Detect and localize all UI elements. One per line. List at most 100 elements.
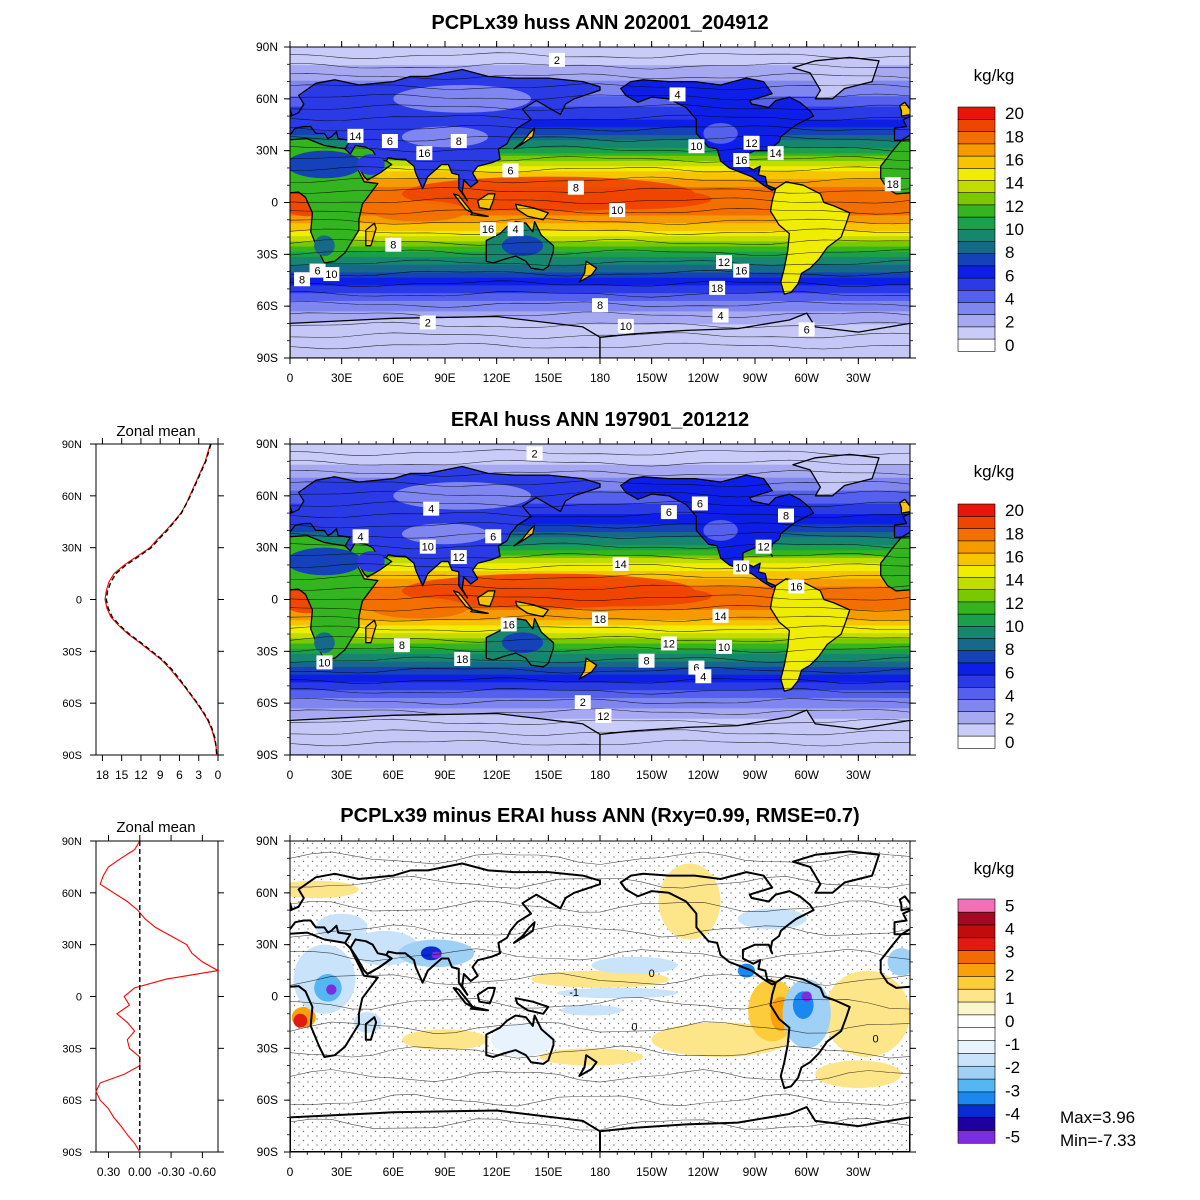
humidity-band [290,568,910,572]
zonal-obs-line [105,443,218,756]
contour-line [290,625,910,632]
land-antarctica_w [599,312,910,358]
zonal-lat-label: 90S [62,1147,82,1159]
humidity-band [290,215,910,219]
contour-label: -1 [569,987,579,999]
top-panel: PCPLx39 huss ANN 202001_204912 246 8 10 121… [256,12,1024,385]
humidity-band [290,534,910,538]
warm-pool [539,585,712,607]
zonal-frame [95,840,219,1153]
contour-line [290,239,910,246]
lon-tick-label: 180 [590,371,610,385]
humidity-band [290,723,910,728]
contour-line [290,83,910,90]
contour-line [290,124,910,132]
humidity-band [290,529,910,533]
contour-line [290,62,910,70]
humidity-band [290,651,910,655]
warm-pool [370,597,468,619]
zonal-x-label: 15 [115,768,129,782]
humidity-band [290,508,910,512]
bottom-zonal-mean-plot: 90N 60N 30N 0 30S 60S 90S 0.30 0.00 -0.30 -0.60 [62,835,224,1179]
contour-line [290,708,910,715]
contour-line [290,553,910,560]
humidity-band [290,142,910,147]
contour-line [290,646,910,653]
contour-label-box [712,608,729,623]
colorbar-label: 2 [1005,966,1014,985]
contour-label-box [688,139,705,154]
land-japan [512,921,536,944]
humidity-band [290,285,910,289]
colorbar-swatch [957,576,996,591]
colorbar-swatch [957,564,996,578]
zonal-x-label: 0.00 [128,1165,152,1179]
humidity-band [290,104,910,108]
lat-tick-label: 30S [257,1041,278,1055]
contour-line [290,332,910,339]
contour-label: 2 [531,448,537,460]
colorbar-swatch [957,1091,996,1106]
contour-label: 6 [697,498,703,510]
lon-tick-label: 30E [331,1165,352,1179]
contour-line [290,114,910,122]
contour-line [290,459,910,467]
contour-label: 4 [717,311,723,323]
colorbar-swatch [957,686,996,700]
contour-label-box [393,638,410,653]
middle-panel: ERAI huss ANN 197901_201212 24 6641012614… [62,409,1024,782]
contour-label: 10 [718,642,730,654]
humidity-band [290,459,910,463]
warm-pool [539,188,712,210]
humidity-band [290,264,910,268]
humidity-band [290,54,910,58]
colorbar-swatch [957,711,996,725]
contour-line [290,249,910,256]
contour-label-box [352,529,369,544]
humidity-band [290,677,910,681]
humidity-band [290,275,910,279]
positive-anomaly [658,863,721,940]
contour-label: 10 [422,542,434,554]
contour-label-box [454,651,471,666]
lon-tick-label: 150W [636,768,668,782]
contour-label-box [733,263,750,278]
colorbar-label: 14 [1005,174,1024,193]
contour-line [290,290,910,298]
humidity-band [290,672,910,676]
humidity-band [290,223,910,227]
humidity-band [290,451,910,455]
humidity-band [290,472,910,476]
positive-anomaly [293,1013,308,1028]
colorbar-swatch [957,1027,996,1041]
contour-line [290,698,910,705]
humidity-band [290,646,910,650]
contour-label: 2 [580,697,586,709]
contour-label: 4 [700,671,706,683]
zonal-lat-label: 60N [62,491,82,503]
colorbar-label: 18 [1005,127,1024,146]
land-north_america [619,871,815,986]
humidity-band [290,80,910,84]
colorbar-label: 0 [1005,1012,1014,1031]
humidity-band [290,62,910,66]
contour-label-box [638,653,655,668]
lon-tick-label: 120W [688,371,720,385]
contour-label-box [567,180,584,195]
humidity-band [290,524,910,528]
contour-label-box [385,237,402,252]
contour-line [290,135,910,142]
land-greenland [791,850,880,894]
humidity-band [290,332,910,336]
humidity-band [290,695,910,699]
zonal-lat-label: 60S [62,1095,82,1107]
humidity-band [290,135,910,139]
contour-label-box [450,550,467,565]
colorbar-swatch [957,131,996,145]
contour-label: 10 [611,205,623,217]
contour-label-box [347,128,364,143]
land-nz [578,1054,598,1077]
land-africa-wrap [880,536,910,592]
humidity-band [290,150,910,154]
